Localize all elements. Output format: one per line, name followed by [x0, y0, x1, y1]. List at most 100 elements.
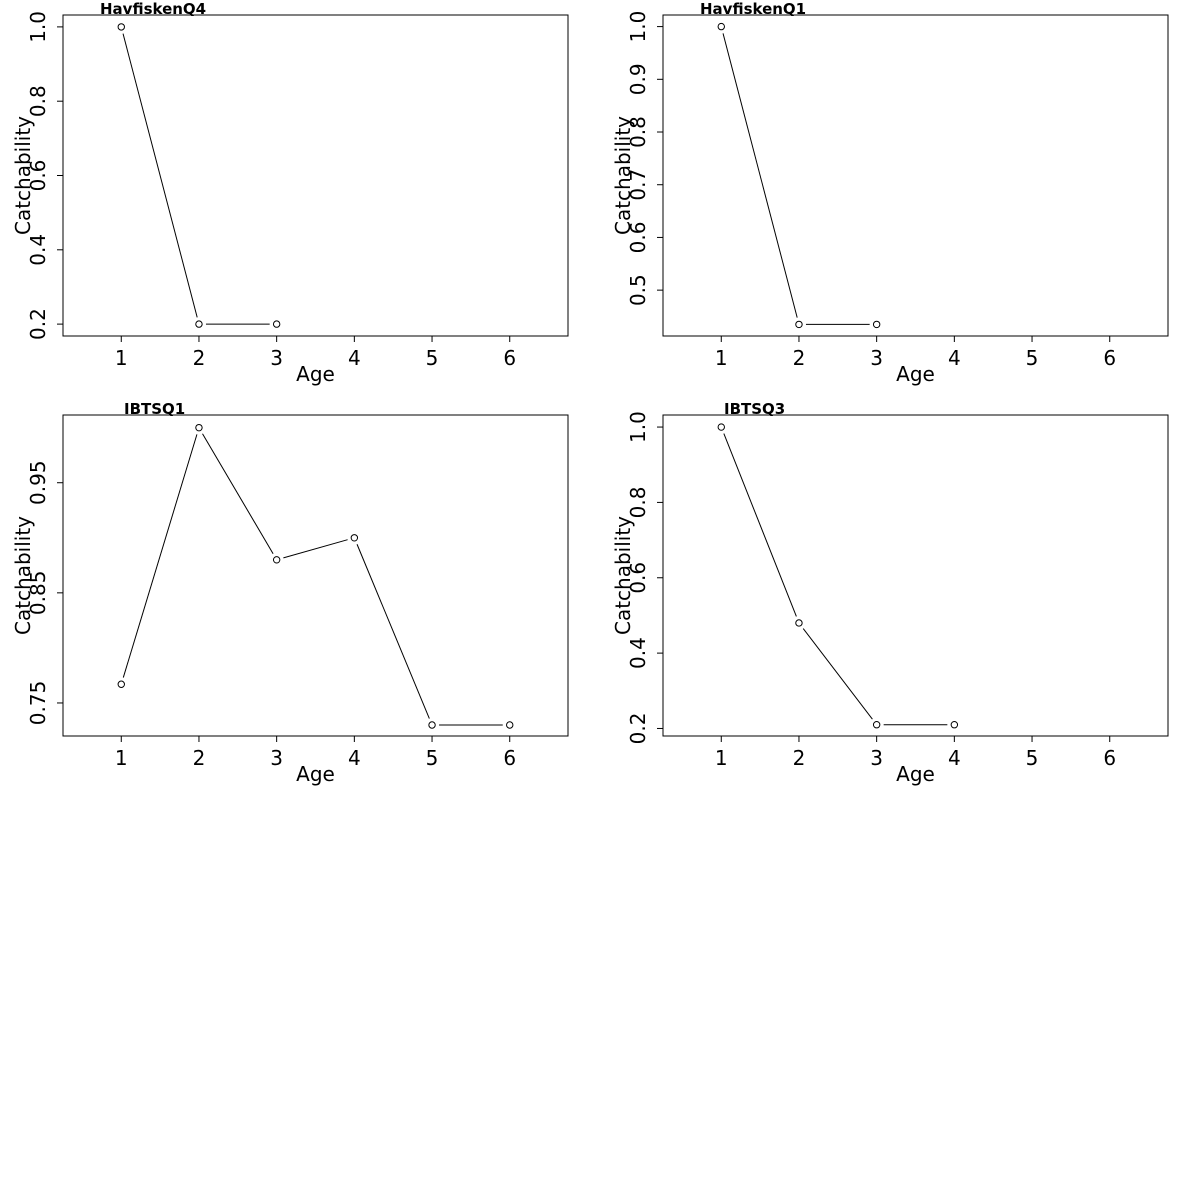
x-ticks: 1 2 3 4 5 6 [715, 736, 1116, 770]
series-line-segment [356, 544, 430, 719]
x-tick-label: 5 [426, 346, 439, 370]
panel-title: IBTSQ3 [724, 400, 785, 418]
y-tick-label: 0.8 [626, 116, 650, 148]
data-point [717, 423, 725, 431]
x-axis-title: Age [896, 362, 935, 386]
y-tick-label: 0.8 [26, 85, 50, 117]
x-tick-label: 2 [793, 746, 806, 770]
x-tick-label: 5 [426, 746, 439, 770]
x-tick-label: 1 [115, 746, 128, 770]
data-point [872, 320, 881, 329]
x-tick-label: 6 [1103, 346, 1116, 370]
x-tick-label: 1 [115, 346, 128, 370]
x-tick-label: 4 [948, 346, 961, 370]
data-point [350, 534, 359, 542]
data-point [117, 680, 125, 688]
series-line-segment [283, 539, 348, 559]
y-tick-label: 1.0 [626, 411, 650, 443]
plot-frame [662, 414, 1169, 737]
x-tick-label: 5 [1026, 346, 1039, 370]
series [717, 22, 881, 329]
x-tick-label: 6 [503, 746, 516, 770]
y-axis-title: Catchability [611, 516, 635, 635]
x-axis-title: Age [896, 762, 935, 786]
data-point [717, 22, 725, 31]
y-tick-label: 0.95 [26, 460, 50, 505]
data-point [272, 556, 281, 564]
data-point [950, 720, 959, 729]
series-line-segment [802, 628, 873, 720]
y-ticks: 0.2 0.4 0.6 0.8 1.0 [626, 411, 663, 744]
y-tick-label: 0.75 [26, 681, 50, 726]
x-tick-label: 3 [270, 346, 283, 370]
x-tick-label: 4 [948, 746, 961, 770]
y-tick-label: 0.85 [26, 571, 50, 616]
data-point [872, 720, 881, 729]
data-point [428, 721, 436, 729]
y-tick-label: 0.4 [26, 234, 50, 266]
panel-ibtsq3: IBTSQ3 Age Catchability 1 2 3 4 5 6 0.2 0.4 0.6… [611, 400, 1169, 786]
x-axis-title: Age [296, 762, 335, 786]
x-tick-label: 6 [503, 346, 516, 370]
y-tick-label: 1.0 [626, 11, 650, 43]
series [117, 23, 281, 328]
series-line-segment [723, 433, 797, 617]
x-tick-label: 5 [1026, 746, 1039, 770]
plot-frame [62, 414, 569, 737]
y-axis-title: Catchability [11, 116, 35, 235]
y-tick-label: 0.6 [626, 222, 650, 254]
x-tick-label: 1 [715, 346, 728, 370]
y-tick-label: 1.0 [26, 11, 50, 43]
x-ticks: 1 2 3 4 5 6 [115, 336, 516, 370]
y-axis-title: Catchability [611, 116, 635, 235]
x-tick-label: 2 [193, 746, 206, 770]
x-tick-label: 3 [270, 746, 283, 770]
series [717, 423, 959, 729]
y-tick-label: 0.4 [626, 637, 650, 669]
data-point [117, 23, 125, 31]
panel-title: HavfiskenQ4 [100, 0, 206, 18]
y-tick-label: 0.9 [626, 63, 650, 95]
x-tick-label: 6 [1103, 746, 1116, 770]
y-tick-label: 0.2 [626, 713, 650, 745]
data-point [506, 721, 514, 729]
y-tick-label: 0.7 [626, 169, 650, 201]
x-tick-label: 4 [348, 746, 361, 770]
data-point [795, 320, 803, 329]
x-tick-label: 3 [870, 346, 883, 370]
x-tick-label: 4 [348, 346, 361, 370]
x-tick-label: 2 [793, 346, 806, 370]
data-point [272, 320, 281, 328]
y-tick-label: 0.6 [626, 562, 650, 594]
y-tick-label: 0.6 [26, 160, 50, 192]
y-ticks: 0.2 0.4 0.6 0.8 1.0 [26, 11, 63, 340]
x-tick-label: 1 [715, 746, 728, 770]
x-ticks: 1 2 3 4 5 6 [115, 736, 516, 770]
x-ticks: 1 2 3 4 5 6 [715, 336, 1116, 370]
y-tick-label: 0.5 [626, 274, 650, 306]
y-ticks: 0.75 0.85 0.95 [26, 460, 63, 725]
y-axis-title: Catchability [11, 516, 35, 635]
series-line-segment [122, 434, 198, 678]
plot-frame [662, 14, 1169, 337]
panel-title: IBTSQ1 [124, 400, 185, 418]
data-point [195, 423, 203, 432]
series-line-segment [122, 33, 198, 318]
x-tick-label: 3 [870, 746, 883, 770]
x-tick-label: 2 [193, 346, 206, 370]
x-axis-title: Age [296, 362, 335, 386]
series-line-segment [722, 33, 798, 318]
y-tick-label: 0.8 [626, 487, 650, 519]
series [117, 423, 514, 729]
series-line-segment [202, 433, 274, 555]
data-point [795, 619, 803, 627]
panel-title: HavfiskenQ1 [700, 0, 806, 18]
y-ticks: 0.5 0.6 0.7 0.8 0.9 1.0 [626, 11, 663, 306]
data-point [195, 320, 203, 328]
y-tick-label: 0.2 [26, 308, 50, 340]
